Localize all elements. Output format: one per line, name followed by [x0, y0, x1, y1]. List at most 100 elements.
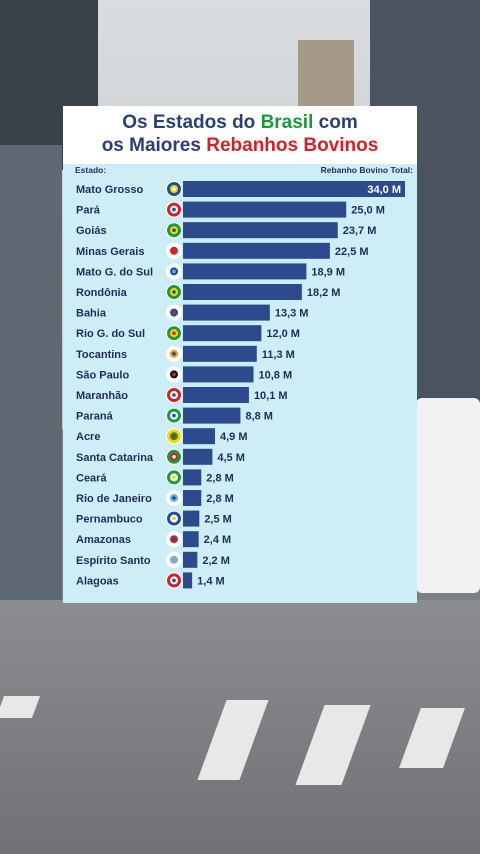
bar-row: Espírito Santo 2,2 M — [76, 551, 230, 568]
state-label: Mato Grosso — [76, 184, 144, 196]
bar-row: Mato Grosso 34,0 M — [76, 181, 405, 197]
flag-emblem-center — [172, 228, 176, 232]
flag-acre-icon — [166, 428, 182, 445]
value-label: 4,9 M — [220, 431, 248, 443]
flag-amazonas-icon — [166, 531, 182, 548]
value-label: 4,5 M — [217, 452, 245, 464]
value-label: 8,8 M — [245, 411, 273, 423]
state-label: Pará — [76, 205, 101, 217]
bar-row: Tocantins 11,3 M — [76, 345, 295, 362]
title-text: Os Estados do — [122, 112, 261, 133]
state-column-label: Estado: — [75, 165, 107, 175]
flag-rio-grande-do-sul-icon — [166, 325, 182, 342]
flag-goias-icon — [166, 222, 182, 239]
bar — [183, 428, 215, 445]
bar-row: Goiás 23,7 M — [76, 222, 377, 239]
card-header: Os Estados do Brasil com os Maiores Reba… — [63, 106, 417, 164]
bar — [183, 201, 347, 218]
state-label: Santa Catarina — [76, 452, 154, 464]
flag-emblem-center — [172, 290, 176, 294]
flag-ceara-icon — [166, 469, 182, 486]
bar — [183, 284, 302, 300]
flag-emblem-center — [172, 207, 176, 212]
value-label: 23,7 M — [343, 225, 377, 237]
state-label: Ceará — [76, 472, 107, 484]
bar — [183, 469, 202, 486]
flag-sao-paulo-icon — [166, 366, 182, 383]
flag-emblem-center — [172, 269, 176, 274]
infographic-card: Os Estados do Brasil com os Maiores Reba… — [63, 106, 417, 603]
bar-row: Rio de Janeiro 2,8 M — [76, 490, 234, 506]
flag-pernambuco-icon — [166, 510, 182, 527]
flag-espirito-santo-icon — [166, 551, 182, 568]
flag-parana-icon — [166, 407, 182, 424]
state-label: Bahia — [76, 308, 107, 320]
state-label: Goiás — [76, 225, 107, 237]
bar-row: Bahia 13,3 M — [76, 304, 309, 321]
bar-row: Pernambuco 2,5 M — [76, 510, 232, 527]
state-label: São Paulo — [76, 369, 129, 381]
flag-alagoas-icon — [166, 572, 182, 589]
flag-minas-gerais-icon — [166, 242, 182, 259]
state-label: Tocantins — [76, 349, 127, 361]
title-text: com — [313, 112, 358, 133]
bar — [183, 304, 270, 321]
flag-rio-de-janeiro-icon — [166, 490, 182, 506]
bar-row: São Paulo 10,8 M — [76, 366, 293, 383]
state-label: Rondônia — [76, 287, 128, 299]
flag-emblem-center — [172, 516, 176, 521]
title-brand-text: Brasil — [260, 112, 314, 133]
bar-row: Paraná 8,8 M — [76, 407, 273, 424]
title-text: os Maiores — [101, 135, 207, 156]
state-label: Pernambuco — [76, 514, 143, 526]
flag-mato-grosso-icon — [166, 181, 182, 197]
value-label: 13,3 M — [275, 308, 309, 320]
state-label: Mato G. do Sul — [76, 266, 153, 278]
bar-row: Pará 25,0 M — [76, 201, 385, 218]
value-label: 10,1 M — [254, 390, 288, 402]
bar — [183, 387, 249, 403]
value-label: 2,5 M — [204, 514, 232, 526]
value-label: 12,0 M — [266, 328, 300, 340]
value-label: 2,4 M — [204, 534, 232, 546]
flag-emblem-center — [172, 249, 176, 253]
flag-emblem-center — [172, 187, 176, 191]
bar-row: Maranhão 10,1 M — [76, 387, 288, 403]
bar — [183, 263, 307, 280]
bar-row: Acre 4,9 M — [76, 428, 248, 445]
bar-chart: Mato Grosso 34,0 M Pará 25,0 M Goiás 23,7 M Mi… — [76, 181, 405, 589]
value-label: 2,2 M — [202, 555, 230, 567]
bar — [183, 572, 193, 589]
bar — [183, 366, 254, 383]
bar — [183, 448, 213, 465]
value-column-label: Rebanho Bovino Total: — [320, 165, 413, 175]
bar — [183, 531, 199, 548]
flag-rondonia-icon — [166, 284, 182, 300]
background-building — [0, 145, 62, 605]
state-label: Paraná — [76, 411, 114, 423]
bar — [183, 551, 198, 568]
background-bus — [416, 398, 480, 593]
value-label: 18,2 M — [307, 287, 341, 299]
bar-row: Santa Catarina 4,5 M — [76, 448, 245, 465]
bar-row: Alagoas 1,4 M — [76, 572, 225, 589]
value-label: 11,3 M — [262, 349, 295, 361]
flag-emblem-center — [172, 352, 176, 356]
chart-title-line2: os Maiores Rebanhos Bovinos — [63, 135, 417, 157]
flag-emblem-center — [172, 578, 176, 583]
flag-maranhao-icon — [166, 387, 182, 403]
state-label: Alagoas — [76, 575, 119, 587]
value-label: 34,0 M — [367, 184, 401, 196]
value-label: 10,8 M — [259, 369, 293, 381]
bar — [183, 181, 405, 197]
state-label: Rio G. do Sul — [76, 328, 145, 340]
state-label: Minas Gerais — [76, 246, 144, 258]
bar-row: Ceará 2,8 M — [76, 469, 234, 486]
bar — [183, 345, 257, 362]
bar-row: Minas Gerais 22,5 M — [76, 242, 369, 259]
flag-emblem-center — [172, 331, 176, 335]
flag-santa-catarina-icon — [166, 448, 182, 465]
flag-emblem-center — [172, 475, 176, 480]
bar-row: Amazonas 2,4 M — [76, 531, 232, 548]
bar — [183, 325, 262, 342]
